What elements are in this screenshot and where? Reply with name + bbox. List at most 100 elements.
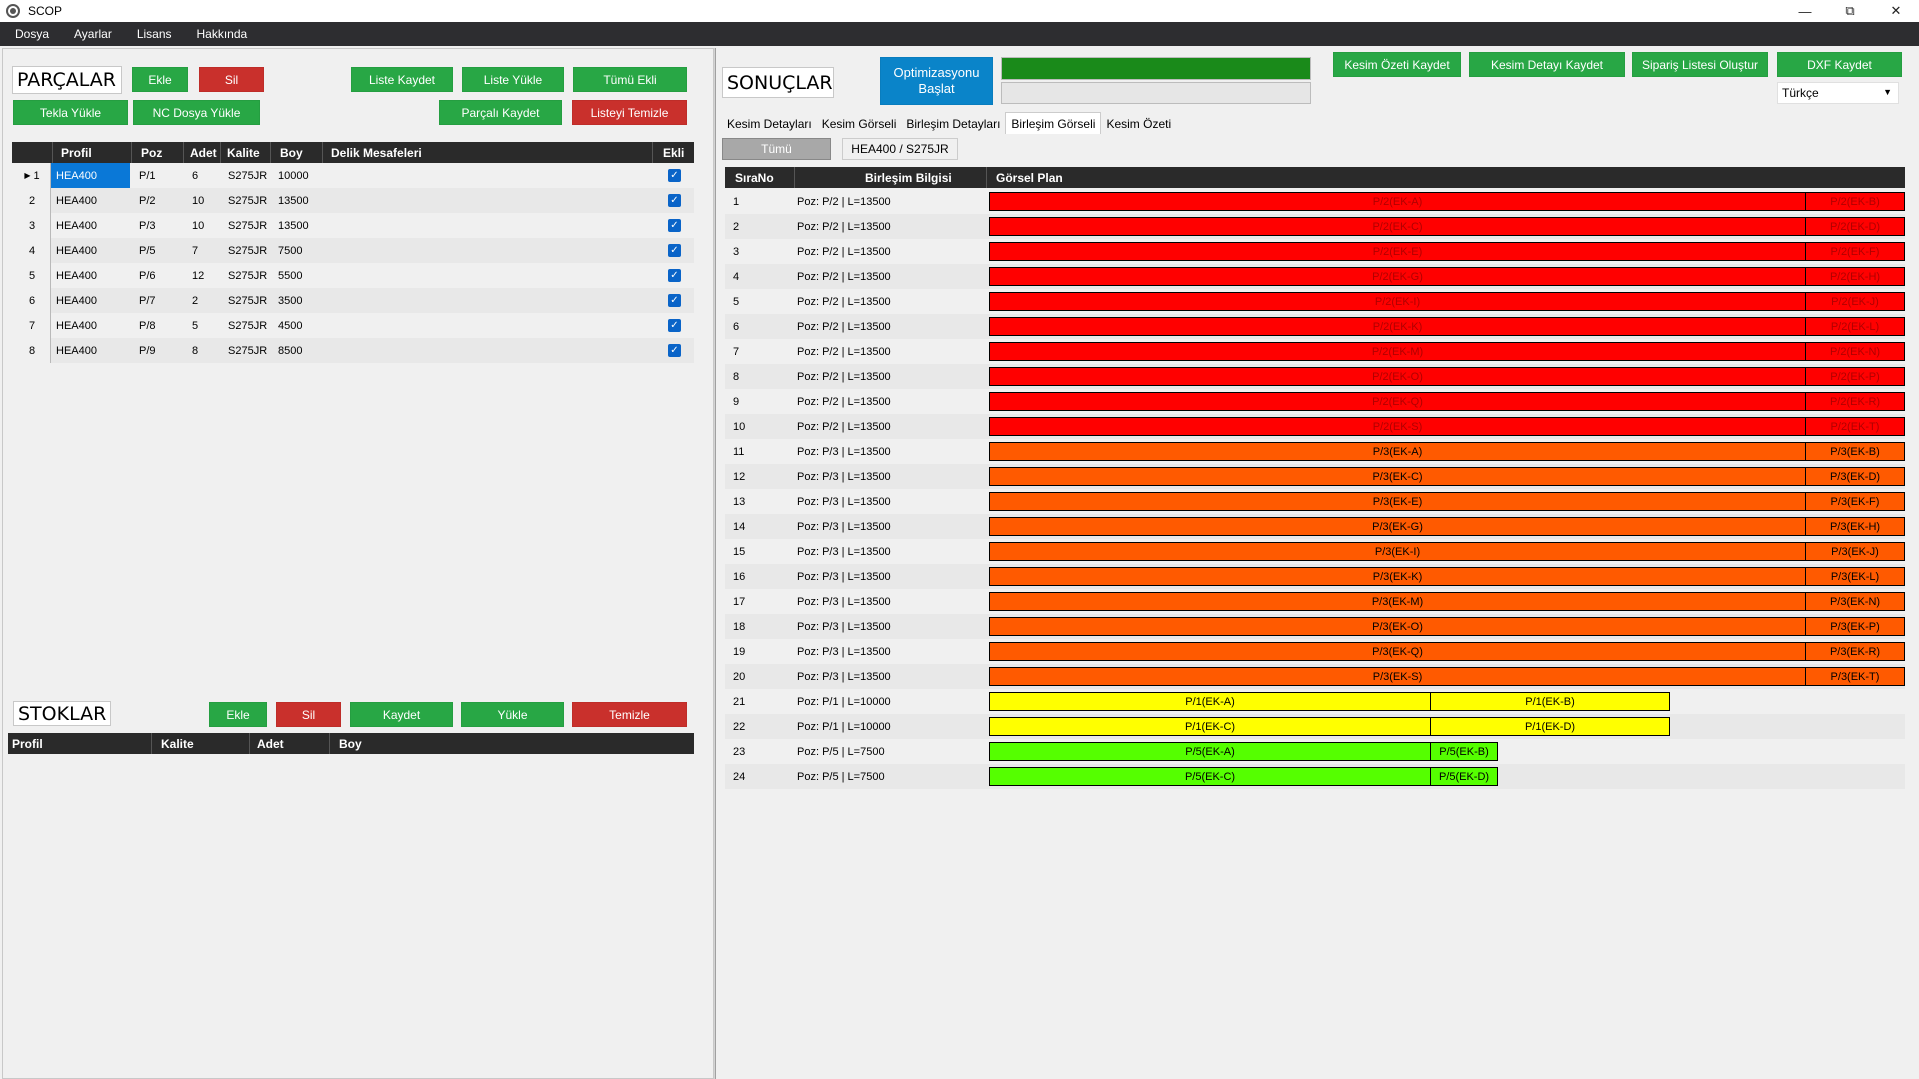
cell-delik-mesafeleri[interactable] (321, 213, 651, 238)
plan-segment-a[interactable]: P/3(EK-C) (989, 467, 1806, 486)
cell-adet[interactable]: 8 (192, 344, 199, 357)
table-row[interactable]: 6 Poz: P/2 | L=13500 P/2(EK-K) P/2(EK-L) (725, 314, 1905, 339)
minimize-icon[interactable]: — (1798, 3, 1812, 19)
cell-kalite[interactable]: S275JR (228, 169, 268, 182)
cell-ekli[interactable]: ✓ (651, 163, 692, 188)
plan-segment-b[interactable]: P/3(EK-B) (1805, 442, 1905, 461)
plan-segment-a[interactable]: P/5(EK-C) (989, 767, 1431, 786)
plan-segment-b[interactable]: P/2(EK-R) (1805, 392, 1905, 411)
tab-birlesim-gorseli[interactable]: Birleşim Görseli (1005, 112, 1102, 134)
plan-segment-a[interactable]: P/3(EK-I) (989, 542, 1806, 561)
table-row[interactable]: 22 Poz: P/1 | L=10000 P/1(EK-C) P/1(EK-D) (725, 714, 1905, 739)
plan-segment-a[interactable]: P/2(EK-M) (989, 342, 1806, 361)
table-row[interactable]: 9 Poz: P/2 | L=13500 P/2(EK-Q) P/2(EK-R) (725, 389, 1905, 414)
cell-kalite[interactable]: S275JR (228, 194, 268, 207)
tab-birlesim-detaylari[interactable]: Birleşim Detayları (906, 117, 1001, 131)
cell-boy[interactable]: 13500 (278, 194, 309, 207)
cell-delik-mesafeleri[interactable] (321, 263, 651, 288)
table-row[interactable]: 5 HEA400 P/6 12 S275JR 5500 ✓ (10, 263, 694, 288)
cell-ekli[interactable]: ✓ (651, 213, 692, 238)
cell-adet[interactable]: 2 (192, 294, 199, 307)
plan-segment-a[interactable]: P/1(EK-C) (989, 717, 1431, 736)
table-row[interactable]: 18 Poz: P/3 | L=13500 P/3(EK-O) P/3(EK-P) (725, 614, 1905, 639)
save-parted-button[interactable]: Parçalı Kaydet (439, 100, 562, 125)
plan-segment-b[interactable]: P/2(EK-H) (1805, 267, 1905, 286)
all-added-button[interactable]: Tümü Ekli (573, 67, 687, 92)
checkbox-checked-icon[interactable]: ✓ (668, 194, 681, 207)
stocks-delete-button[interactable]: Sil (276, 702, 341, 727)
table-row[interactable]: 8 Poz: P/2 | L=13500 P/2(EK-O) P/2(EK-P) (725, 364, 1905, 389)
parts-delete-button[interactable]: Sil (199, 67, 264, 92)
col-poz[interactable]: Poz (132, 142, 184, 163)
col-ekli[interactable]: Ekli (663, 145, 685, 160)
plan-segment-b[interactable]: P/3(EK-J) (1805, 542, 1905, 561)
cell-profil[interactable]: HEA400 (56, 244, 97, 257)
cell-boy[interactable]: 3500 (278, 294, 303, 307)
plan-segment-b[interactable]: P/3(EK-P) (1805, 617, 1905, 636)
filter-all-button[interactable]: Tümü (722, 138, 831, 160)
create-order-list-button[interactable]: Sipariş Listesi Oluştur (1632, 52, 1768, 77)
table-row[interactable]: 10 Poz: P/2 | L=13500 P/2(EK-S) P/2(EK-T) (725, 414, 1905, 439)
plan-segment-b[interactable]: P/2(EK-N) (1805, 342, 1905, 361)
checkbox-checked-icon[interactable]: ✓ (668, 244, 681, 257)
row-header[interactable]: 5 (10, 263, 51, 288)
stocks-load-button[interactable]: Yükle (461, 702, 564, 727)
cell-profil[interactable]: HEA400 (56, 344, 97, 357)
cell-boy[interactable]: 4500 (278, 319, 303, 332)
plan-segment-a[interactable]: P/2(EK-Q) (989, 392, 1806, 411)
plan-segment-b[interactable]: P/2(EK-T) (1805, 417, 1905, 436)
cell-boy[interactable]: 13500 (278, 219, 309, 232)
cell-poz[interactable]: P/6 (139, 269, 156, 282)
table-row[interactable]: 19 Poz: P/3 | L=13500 P/3(EK-Q) P/3(EK-R) (725, 639, 1905, 664)
col-sirano[interactable]: SıraNo (725, 167, 795, 188)
cell-profil[interactable]: HEA400 (56, 219, 97, 232)
plan-segment-a[interactable]: P/2(EK-S) (989, 417, 1806, 436)
plan-segment-b[interactable]: P/2(EK-D) (1805, 217, 1905, 236)
stock-col-adet[interactable]: Adet (250, 733, 330, 754)
filter-hea400-button[interactable]: HEA400 / S275JR (842, 138, 958, 160)
cell-kalite[interactable]: S275JR (228, 294, 268, 307)
cell-delik-mesafeleri[interactable] (321, 288, 651, 313)
cell-boy[interactable]: 7500 (278, 244, 303, 257)
table-row[interactable]: ▶ 1 HEA400 P/1 6 S275JR 10000 ✓ (10, 163, 694, 188)
save-dxf-button[interactable]: DXF Kaydet (1777, 52, 1902, 77)
stocks-save-button[interactable]: Kaydet (350, 702, 453, 727)
stock-col-kalite[interactable]: Kalite (152, 733, 250, 754)
plan-segment-b[interactable]: P/3(EK-R) (1805, 642, 1905, 661)
cell-poz[interactable]: P/9 (139, 344, 156, 357)
stocks-add-button[interactable]: Ekle (209, 702, 267, 727)
plan-segment-b[interactable]: P/2(EK-F) (1805, 242, 1905, 261)
plan-segment-b[interactable]: P/3(EK-L) (1805, 567, 1905, 586)
plan-segment-b[interactable]: P/1(EK-B) (1430, 692, 1670, 711)
cell-ekli[interactable]: ✓ (651, 338, 692, 363)
close-icon[interactable]: ✕ (1890, 3, 1902, 18)
tab-kesim-gorseli[interactable]: Kesim Görseli (821, 117, 897, 131)
plan-segment-a[interactable]: P/5(EK-A) (989, 742, 1431, 761)
cell-ekli[interactable]: ✓ (651, 188, 692, 213)
save-list-button[interactable]: Liste Kaydet (351, 67, 453, 92)
plan-segment-a[interactable]: P/2(EK-A) (989, 192, 1806, 211)
cell-poz[interactable]: P/5 (139, 244, 156, 257)
table-row[interactable]: 8 HEA400 P/9 8 S275JR 8500 ✓ (10, 338, 694, 363)
table-row[interactable]: 20 Poz: P/3 | L=13500 P/3(EK-S) P/3(EK-T) (725, 664, 1905, 689)
cell-adet[interactable]: 6 (192, 169, 199, 182)
menu-lisans[interactable]: Lisans (136, 27, 172, 41)
plan-segment-b[interactable]: P/5(EK-D) (1430, 767, 1498, 786)
plan-segment-a[interactable]: P/3(EK-O) (989, 617, 1806, 636)
cell-adet[interactable]: 5 (192, 319, 199, 332)
table-row[interactable]: 21 Poz: P/1 | L=10000 P/1(EK-A) P/1(EK-B) (725, 689, 1905, 714)
plan-segment-a[interactable]: P/3(EK-E) (989, 492, 1806, 511)
col-boy[interactable]: Boy (271, 142, 323, 163)
checkbox-checked-icon[interactable]: ✓ (668, 169, 681, 182)
cell-kalite[interactable]: S275JR (228, 244, 268, 257)
row-header[interactable]: ▶ 1 (10, 163, 51, 188)
cell-kalite[interactable]: S275JR (228, 269, 268, 282)
table-row[interactable]: 1 Poz: P/2 | L=13500 P/2(EK-A) P/2(EK-B) (725, 189, 1905, 214)
table-row[interactable]: 4 Poz: P/2 | L=13500 P/2(EK-G) P/2(EK-H) (725, 264, 1905, 289)
plan-segment-a[interactable]: P/2(EK-E) (989, 242, 1806, 261)
plan-segment-a[interactable]: P/3(EK-K) (989, 567, 1806, 586)
table-row[interactable]: 12 Poz: P/3 | L=13500 P/3(EK-C) P/3(EK-D) (725, 464, 1905, 489)
table-row[interactable]: 2 Poz: P/2 | L=13500 P/2(EK-C) P/2(EK-D) (725, 214, 1905, 239)
checkbox-checked-icon[interactable]: ✓ (668, 294, 681, 307)
plan-segment-a[interactable]: P/3(EK-G) (989, 517, 1806, 536)
